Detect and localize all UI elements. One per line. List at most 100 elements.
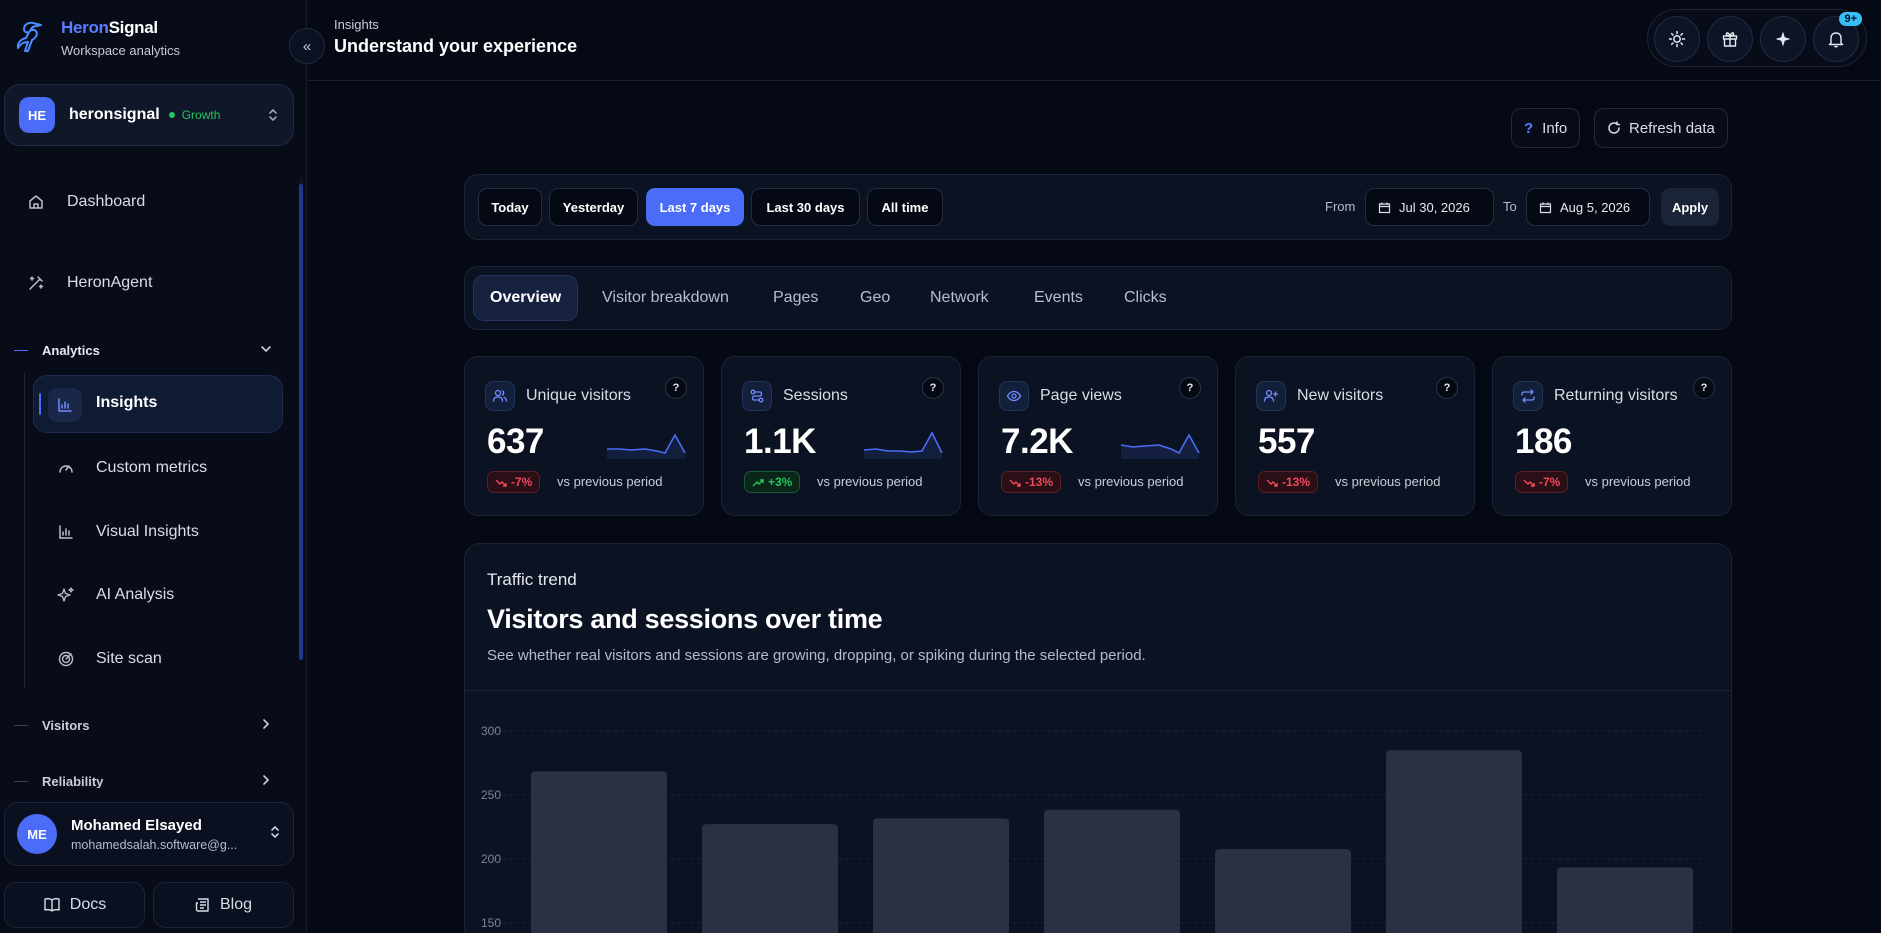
range-today-button[interactable]: Today [478, 188, 542, 226]
to-label: To [1503, 199, 1517, 214]
range-last-7-days-button[interactable]: Last 7 days [646, 188, 744, 226]
stat-delta: -7% [487, 471, 541, 493]
blog-label: Blog [219, 896, 253, 913]
help-icon[interactable]: ? [1693, 377, 1715, 399]
section-marker [14, 780, 28, 782]
range-yesterday-button[interactable]: Yesterday [549, 188, 638, 226]
chart-bar[interactable] [1386, 750, 1522, 933]
workspace-switcher[interactable]: HE heronsignal Growth [4, 84, 294, 146]
heron-logo-icon [16, 21, 42, 52]
stat-card-unique-visitors: Unique visitors ? 637 -7% vs previous pe… [464, 356, 704, 516]
docs-button[interactable]: Docs [4, 882, 145, 928]
calendar-icon [1378, 202, 1391, 213]
repeat-icon [1513, 381, 1543, 411]
stat-value: 637 [487, 422, 544, 461]
chart-bar[interactable] [1044, 809, 1180, 933]
user-plus-icon [1256, 381, 1286, 411]
blog-button[interactable]: Blog [153, 882, 294, 928]
user-menu[interactable]: ME Mohamed Elsayed mohamedsalah.software… [4, 802, 294, 866]
brand[interactable]: HeronSignal Workspace analytics [14, 18, 180, 58]
stat-label: Unique visitors [526, 387, 631, 404]
stat-delta: -13% [1001, 471, 1062, 493]
sun-icon [1668, 30, 1686, 48]
gift-button[interactable] [1707, 16, 1753, 62]
sparkline [1120, 433, 1200, 459]
radar-icon [56, 649, 76, 669]
help-icon[interactable]: ? [1179, 377, 1201, 399]
tab-events[interactable]: Events [1034, 289, 1083, 306]
stat-card-returning-visitors: Returning visitors ? 186 -7% vs previous… [1492, 356, 1732, 516]
chart-bar[interactable] [1215, 849, 1351, 933]
chevron-right-icon [260, 774, 272, 788]
y-tick-label: 300 [481, 724, 501, 738]
stat-value: 557 [1258, 422, 1315, 461]
from-label: From [1325, 199, 1356, 214]
stat-label: Page views [1040, 387, 1122, 404]
section-reliability-label: Reliability [42, 774, 104, 788]
refresh-data-button[interactable]: Refresh data [1594, 108, 1728, 148]
nav-custom-metrics[interactable]: Custom metrics [56, 458, 207, 478]
users-icon [485, 381, 515, 411]
section-reliability[interactable]: Reliability [14, 774, 272, 788]
sparkline [607, 433, 686, 459]
help-icon[interactable]: ? [665, 377, 687, 399]
info-button[interactable]: ? Info [1511, 108, 1581, 148]
nav-insights-label[interactable]: Insights [96, 394, 158, 411]
tab-network[interactable]: Network [930, 289, 989, 306]
stat-comparison: vs previous period [1585, 474, 1691, 489]
section-analytics-label: Analytics [42, 343, 100, 358]
chevron-right-icon [260, 718, 272, 733]
stat-label: New visitors [1297, 387, 1384, 404]
theme-toggle-button[interactable] [1654, 16, 1700, 62]
stat-comparison: vs previous period [1335, 474, 1441, 489]
nav-dashboard[interactable]: Dashboard [26, 192, 145, 212]
stat-value: 186 [1515, 422, 1572, 461]
nav-heronagent[interactable]: HeronAgent [26, 273, 152, 293]
stat-comparison: vs previous period [557, 474, 663, 489]
tab-pages[interactable]: Pages [773, 289, 819, 306]
chart-bar[interactable] [702, 824, 838, 933]
range-all-time-button[interactable]: All time [867, 188, 943, 226]
card-eyebrow: Traffic trend [487, 570, 577, 589]
collapse-sidebar-button[interactable]: « [289, 28, 325, 64]
sparkles-icon [56, 585, 76, 605]
sidebar-scrollbar-thumb[interactable] [299, 184, 303, 660]
stat-delta: -13% [1258, 471, 1319, 493]
docs-label: Docs [69, 896, 107, 913]
section-marker [14, 725, 28, 726]
bar-chart-icon [48, 388, 82, 422]
stat-label: Returning visitors [1554, 387, 1678, 404]
stat-delta: +3% [744, 471, 801, 493]
help-icon[interactable]: ? [922, 377, 944, 399]
chart-description: See whether real visitors and sessions a… [487, 647, 1146, 664]
active-indicator [39, 393, 41, 415]
divider [465, 690, 1731, 691]
chart-bar[interactable] [1557, 867, 1693, 933]
tab-visitor-breakdown[interactable]: Visitor breakdown [602, 289, 729, 306]
tab-geo[interactable]: Geo [860, 289, 891, 306]
tab-overview[interactable]: Overview [473, 275, 579, 321]
trend-up-icon [752, 478, 764, 486]
chart-bar[interactable] [531, 771, 667, 933]
chart-bar[interactable] [873, 818, 1009, 933]
brand-subtitle: Workspace analytics [61, 43, 180, 58]
nav-visual-insights[interactable]: Visual Insights [56, 522, 199, 542]
from-date-picker[interactable]: Jul 30, 2026 [1365, 188, 1494, 226]
apply-button[interactable]: Apply [1661, 188, 1719, 226]
chevrons-left-icon: « [302, 37, 312, 55]
ai-assistant-button[interactable] [1760, 16, 1806, 62]
tab-clicks[interactable]: Clicks [1124, 289, 1167, 306]
nav-site-scan[interactable]: Site scan [56, 649, 162, 669]
section-visitors[interactable]: Visitors [14, 718, 272, 733]
notification-badge: 9+ [1839, 12, 1862, 26]
to-date-picker[interactable]: Aug 5, 2026 [1526, 188, 1650, 226]
info-label: Info [1542, 119, 1568, 137]
section-analytics[interactable]: Analytics [14, 343, 272, 358]
range-last-30-days-button[interactable]: Last 30 days [751, 188, 860, 226]
user-email: mohamedsalah.software@g... [71, 837, 238, 852]
trend-down-icon [1523, 479, 1535, 487]
nav-ai-analysis[interactable]: AI Analysis [56, 585, 174, 605]
help-icon[interactable]: ? [1436, 377, 1458, 399]
section-marker [14, 350, 28, 351]
stat-value: 7.2K [1001, 422, 1073, 461]
